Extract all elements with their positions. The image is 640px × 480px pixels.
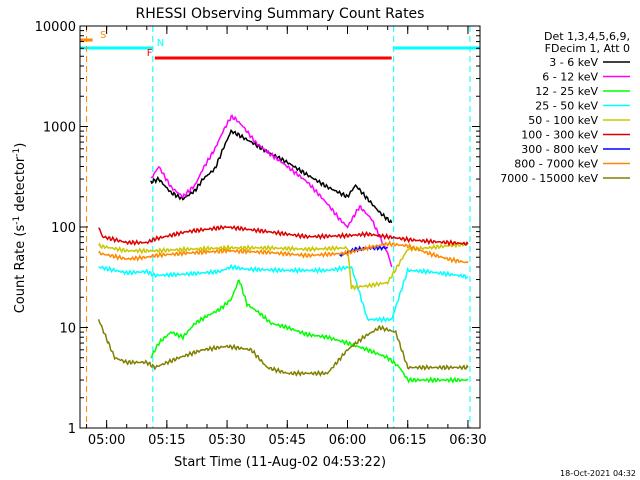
legend-label: 25 - 50 keV [535, 100, 598, 113]
series-line [150, 279, 469, 384]
y-tick-label: 10 [59, 322, 76, 337]
legend-header-line-2: FDecim 1, Att 0 [545, 42, 630, 55]
flag-bars: S NF [80, 30, 480, 60]
legend-label: 6 - 12 keV [542, 71, 598, 84]
x-tick-label: 05:15 [148, 433, 185, 448]
y-tick-label: 10000 [35, 20, 76, 35]
x-tick-label: 05:30 [208, 433, 245, 448]
x-tick-label: 05:45 [269, 433, 306, 448]
legend-label: 100 - 300 keV [521, 129, 598, 142]
series-lines [97, 114, 469, 384]
y-axis-label: Count Rate (s-1 detector-1) [12, 143, 28, 314]
legend-label: 3 - 6 keV [549, 56, 598, 69]
footer-timestamp: 18-Oct-2021 04:32 [560, 469, 636, 478]
legend-label: 300 - 800 keV [521, 143, 598, 156]
legend-label: 12 - 25 keV [535, 85, 598, 98]
legend-label: 50 - 100 keV [528, 114, 598, 127]
x-axis-ticks: 05:00 05:15 05:30 05:45 06:00 06:15 06:30 [86, 26, 487, 448]
legend-header-line-1: Det 1,3,4,5,6,9, [544, 30, 630, 43]
x-tick-label: 06:00 [329, 433, 366, 448]
flag-label: F [147, 48, 153, 59]
y-axis-ticks: 1 10 100 1000 10000 [35, 20, 480, 437]
y-tick-label: 1000 [43, 121, 76, 136]
legend: Det 1,3,4,5,6,9, FDecim 1, Att 0 3 - 6 k… [500, 30, 630, 185]
series-line [97, 319, 469, 377]
series-line [150, 114, 393, 268]
x-tick-label: 06:15 [389, 433, 426, 448]
x-tick-label: 05:00 [88, 433, 125, 448]
flag-label: N [157, 38, 164, 49]
legend-label: 800 - 7000 keV [514, 158, 598, 171]
legend-label: 7000 - 15000 keV [500, 172, 598, 185]
y-tick-label: 100 [51, 221, 76, 236]
series-line [98, 263, 469, 324]
series-line [98, 240, 469, 264]
y-tick-label: 1 [68, 422, 76, 437]
x-axis-label: Start Time (11-Aug-02 04:53:22) [174, 455, 386, 470]
series-line [97, 241, 469, 291]
chart-title: RHESSI Observing Summary Count Rates [136, 6, 425, 22]
series-line [98, 224, 469, 247]
x-tick-label: 06:30 [449, 433, 486, 448]
flag-label: S [100, 30, 106, 41]
